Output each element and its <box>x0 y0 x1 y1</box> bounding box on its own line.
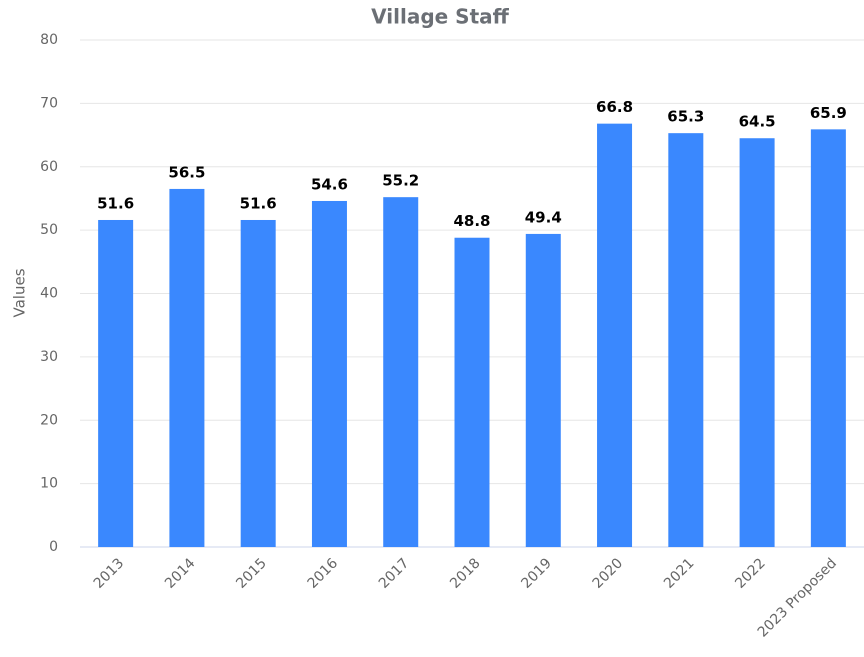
x-tick-label: 2023 Proposed <box>755 555 840 640</box>
x-tick-label: 2018 <box>447 555 484 592</box>
bar <box>668 133 704 547</box>
bar <box>454 237 490 548</box>
data-label: 65.3 <box>667 108 704 126</box>
data-label: 54.6 <box>311 175 348 193</box>
bar <box>311 200 347 547</box>
data-label: 51.6 <box>240 194 277 212</box>
data-label: 55.2 <box>382 172 419 190</box>
bar <box>810 129 846 547</box>
x-tick-label: 2019 <box>518 555 555 592</box>
data-label: 66.8 <box>596 98 633 116</box>
chart-title: Village Staff <box>371 5 509 29</box>
y-tick-label: 0 <box>49 539 58 555</box>
x-tick-label: 2013 <box>91 555 128 592</box>
bar <box>597 123 633 547</box>
y-tick-label: 60 <box>40 159 58 175</box>
x-tick-label: 2016 <box>305 555 342 592</box>
bar <box>383 197 419 548</box>
data-label: 49.4 <box>525 208 562 226</box>
x-tick-label: 2015 <box>233 555 270 592</box>
y-tick-label: 50 <box>40 222 58 238</box>
data-label: 65.9 <box>810 104 847 122</box>
y-tick-label: 80 <box>40 32 58 48</box>
bar <box>525 233 561 548</box>
y-tick-label: 10 <box>40 476 58 492</box>
y-tick-label: 40 <box>40 286 58 302</box>
y-tick-label: 20 <box>40 412 58 428</box>
bar <box>98 219 134 548</box>
y-tick-label: 70 <box>40 95 58 111</box>
y-axis-label: Values <box>11 268 29 317</box>
data-label: 56.5 <box>168 163 205 181</box>
y-tick-label: 30 <box>40 349 58 365</box>
bar <box>169 188 205 547</box>
bar <box>739 138 775 547</box>
data-label: 48.8 <box>453 212 490 230</box>
data-label: 51.6 <box>97 194 134 212</box>
x-tick-label: 2017 <box>376 555 413 592</box>
bar <box>240 219 276 548</box>
x-tick-label: 2022 <box>732 555 769 592</box>
x-tick-label: 2021 <box>661 555 698 592</box>
x-tick-label: 2020 <box>590 555 627 592</box>
data-label: 64.5 <box>739 113 776 131</box>
x-tick-label: 2014 <box>162 555 199 592</box>
